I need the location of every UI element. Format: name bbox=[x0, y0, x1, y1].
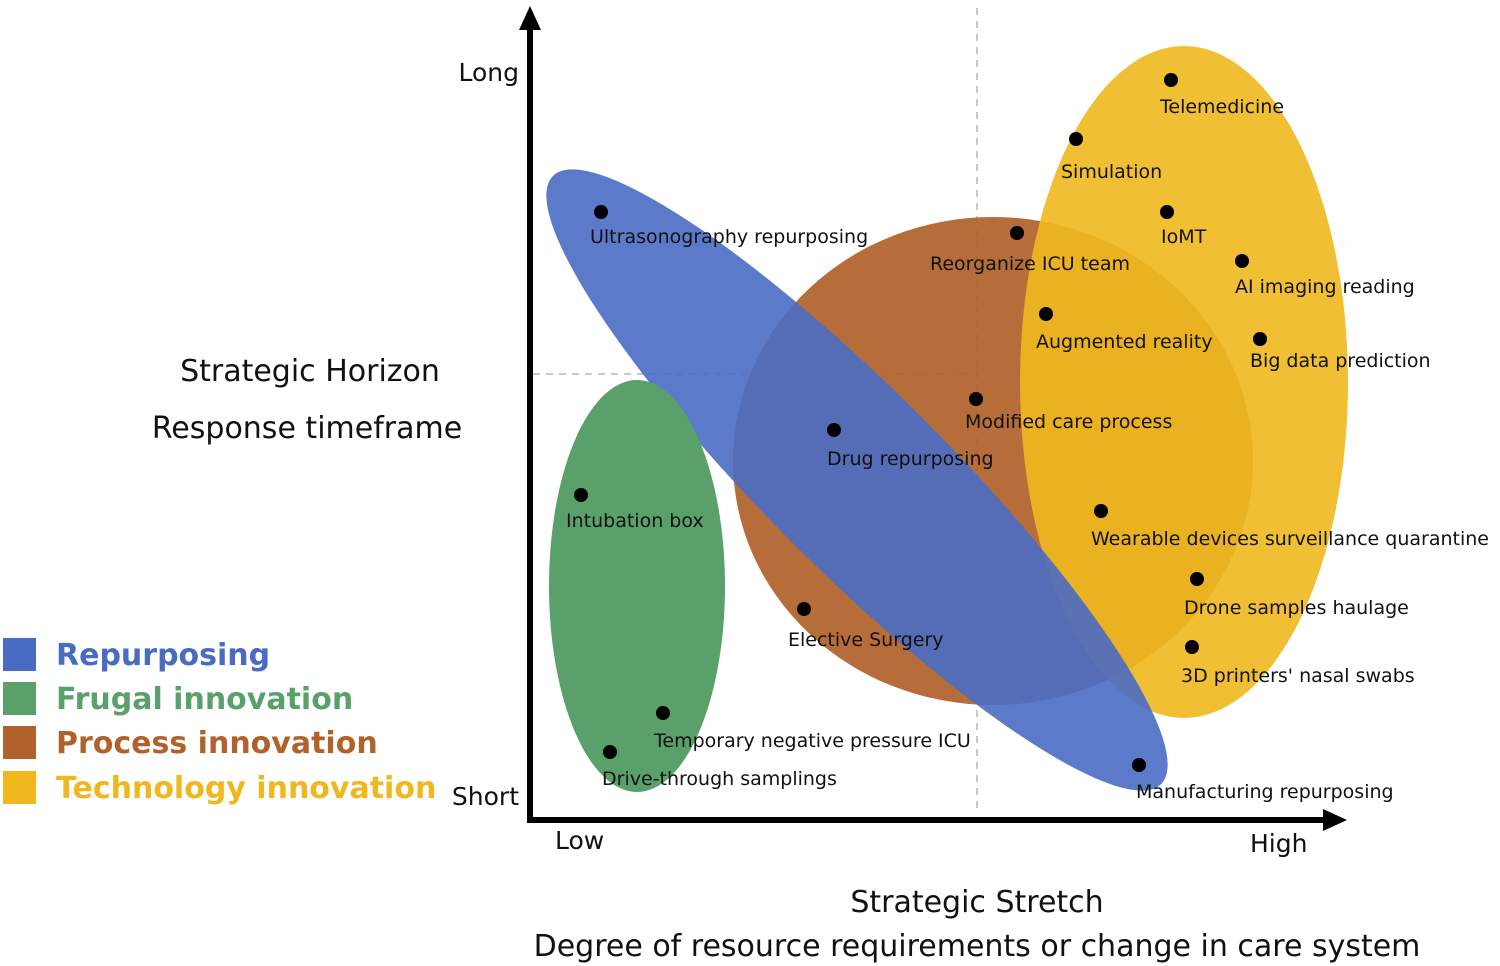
point-label: AI imaging reading bbox=[1235, 276, 1415, 298]
point-marker bbox=[1160, 205, 1174, 219]
point-drone-samples-haulage: Drone samples haulage bbox=[1184, 572, 1409, 619]
point-label: Intubation box bbox=[566, 510, 704, 532]
point-marker bbox=[1094, 504, 1108, 518]
point-marker bbox=[1010, 226, 1024, 240]
x-axis-subtitle: Degree of resource requirements or chang… bbox=[534, 929, 1421, 964]
point-telemedicine: Telemedicine bbox=[1159, 73, 1284, 118]
point-ai-imaging-reading: AI imaging reading bbox=[1235, 254, 1415, 298]
repurposing-region bbox=[546, 169, 1168, 791]
legend-swatch-process bbox=[3, 726, 36, 759]
point-drive-through-samplings: Drive-through samplings bbox=[602, 745, 837, 790]
legend-label-process: Process innovation bbox=[56, 726, 378, 761]
point-marker bbox=[603, 745, 617, 759]
point-iomt: IoMT bbox=[1160, 205, 1207, 248]
point-label: Big data prediction bbox=[1250, 350, 1431, 372]
point-big-data-prediction: Big data prediction bbox=[1250, 332, 1431, 372]
point-label: IoMT bbox=[1161, 226, 1207, 248]
point-wearable-devices: Wearable devices surveillance quarantine bbox=[1091, 504, 1489, 550]
point-label: Telemedicine bbox=[1159, 96, 1284, 118]
point-3d-printers-nasal-swabs: 3D printers' nasal swabs bbox=[1181, 640, 1415, 687]
x-axis-low-label: Low bbox=[555, 826, 604, 855]
point-intubation-box: Intubation box bbox=[566, 488, 704, 532]
point-marker bbox=[1185, 640, 1199, 654]
point-temporary-negative-pressure-icu: Temporary negative pressure ICU bbox=[653, 706, 971, 752]
point-label: 3D printers' nasal swabs bbox=[1181, 665, 1415, 687]
point-label: Temporary negative pressure ICU bbox=[653, 730, 971, 752]
point-marker bbox=[574, 488, 588, 502]
point-label: Drive-through samplings bbox=[602, 768, 837, 790]
point-label: Augmented reality bbox=[1036, 331, 1213, 353]
x-axis-title: Strategic Stretch bbox=[850, 885, 1103, 920]
point-modified-care-process: Modified care process bbox=[965, 392, 1172, 433]
point-label: Elective Surgery bbox=[788, 629, 944, 651]
y-axis-subtitle: Response timeframe bbox=[152, 411, 462, 446]
legend-label-technology: Technology innovation bbox=[56, 771, 436, 806]
point-label: Drone samples haulage bbox=[1184, 597, 1409, 619]
legend-swatch-repurposing bbox=[3, 638, 36, 671]
point-label: Drug repurposing bbox=[827, 448, 994, 470]
legend-label-repurposing: Repurposing bbox=[56, 638, 270, 673]
point-label: Modified care process bbox=[965, 411, 1172, 433]
y-axis-low-label: Short bbox=[452, 782, 519, 811]
point-marker bbox=[594, 205, 608, 219]
point-label: Simulation bbox=[1061, 161, 1162, 183]
point-drug-repurposing: Drug repurposing bbox=[827, 423, 994, 470]
point-label: Manufacturing repurposing bbox=[1136, 781, 1394, 803]
point-augmented-reality: Augmented reality bbox=[1036, 307, 1213, 353]
point-ultrasonography-repurposing: Ultrasonography repurposing bbox=[590, 205, 868, 248]
point-label: Reorganize ICU team bbox=[930, 253, 1130, 275]
point-marker bbox=[1039, 307, 1053, 321]
point-marker bbox=[1164, 73, 1178, 87]
point-marker bbox=[1069, 132, 1083, 146]
point-marker bbox=[827, 423, 841, 437]
point-label: Wearable devices surveillance quarantine bbox=[1091, 528, 1489, 550]
technology-innovation-region bbox=[1020, 46, 1348, 718]
point-simulation: Simulation bbox=[1061, 132, 1162, 183]
y-axis-title: Strategic Horizon bbox=[180, 354, 440, 389]
point-marker bbox=[1235, 254, 1249, 268]
point-marker bbox=[969, 392, 983, 406]
legend-swatch-technology bbox=[3, 771, 36, 804]
point-elective-surgery: Elective Surgery bbox=[788, 602, 944, 651]
y-axis-arrow bbox=[519, 6, 541, 30]
point-marker bbox=[656, 706, 670, 720]
point-label: Ultrasonography repurposing bbox=[590, 226, 868, 248]
frugal-innovation-region bbox=[549, 380, 725, 792]
y-axis-high-label: Long bbox=[459, 58, 520, 87]
point-marker bbox=[1132, 758, 1146, 772]
legend-label-frugal: Frugal innovation bbox=[56, 682, 353, 717]
x-axis-arrow bbox=[1323, 809, 1347, 831]
point-marker bbox=[1190, 572, 1204, 586]
x-axis-high-label: High bbox=[1250, 829, 1307, 858]
point-manufacturing-repurposing: Manufacturing repurposing bbox=[1132, 758, 1394, 803]
point-marker bbox=[1253, 332, 1267, 346]
legend-swatch-frugal bbox=[3, 682, 36, 715]
point-marker bbox=[797, 602, 811, 616]
point-reorganize-icu-team: Reorganize ICU team bbox=[930, 226, 1130, 275]
legend: Repurposing Frugal innovation Process in… bbox=[3, 638, 436, 806]
